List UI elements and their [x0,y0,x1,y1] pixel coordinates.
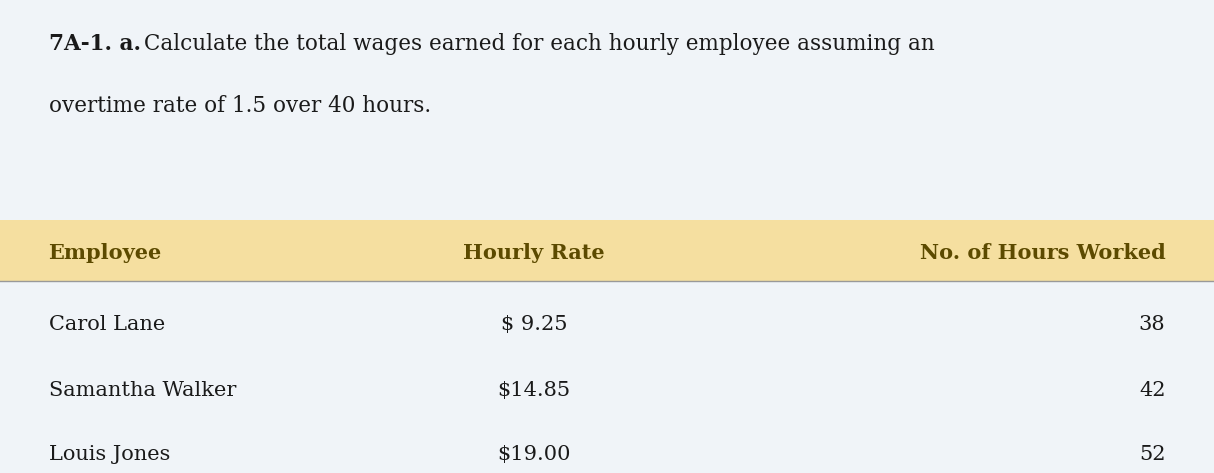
Text: $ 9.25: $ 9.25 [501,315,567,333]
Text: Louis Jones: Louis Jones [49,445,170,464]
Text: Samantha Walker: Samantha Walker [49,381,236,400]
Text: $19.00: $19.00 [498,445,571,464]
Text: Calculate the total wages earned for each hourly employee assuming an: Calculate the total wages earned for eac… [137,33,935,55]
Text: overtime rate of 1.5 over 40 hours.: overtime rate of 1.5 over 40 hours. [49,95,431,117]
Text: 38: 38 [1139,315,1165,333]
Text: Employee: Employee [49,243,161,263]
Text: No. of Hours Worked: No. of Hours Worked [920,243,1165,263]
Text: Hourly Rate: Hourly Rate [464,243,605,263]
Text: 7A-1. a.: 7A-1. a. [49,33,141,55]
Text: 42: 42 [1139,381,1165,400]
Text: $14.85: $14.85 [498,381,571,400]
Text: 52: 52 [1139,445,1165,464]
Text: Carol Lane: Carol Lane [49,315,165,333]
FancyBboxPatch shape [0,220,1214,281]
